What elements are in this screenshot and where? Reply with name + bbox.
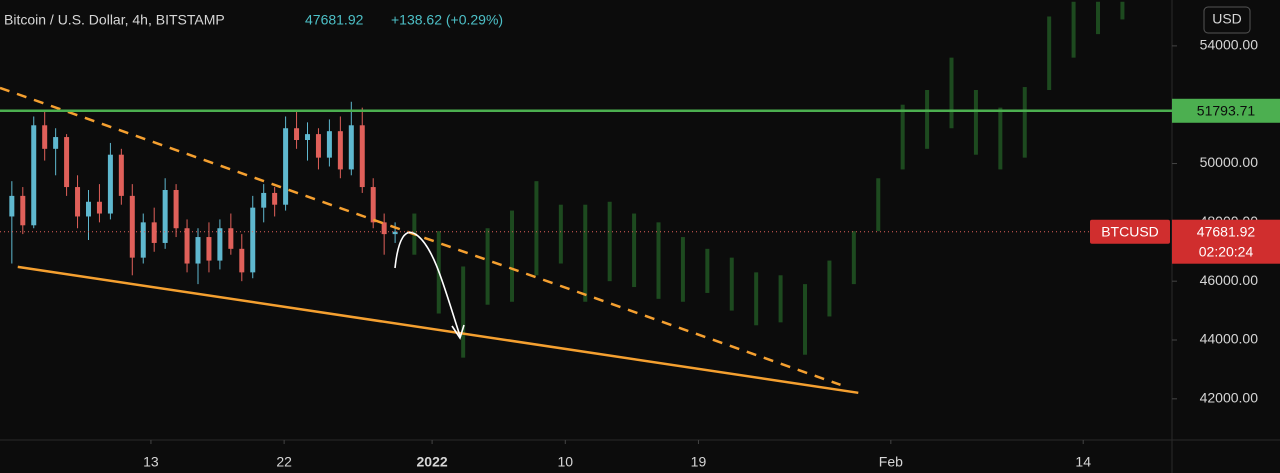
- candle-body: [75, 187, 81, 217]
- candle-body: [239, 248, 245, 273]
- projection-bar: [754, 272, 759, 326]
- candle-body: [184, 228, 190, 264]
- currency-button[interactable]: [1203, 6, 1251, 34]
- x-tick-label: 14: [1075, 454, 1091, 470]
- projection-bar: [778, 275, 783, 323]
- candle-body: [359, 125, 365, 188]
- projection-bar: [900, 104, 905, 170]
- candle-body: [326, 131, 332, 158]
- projection-bar: [973, 90, 978, 155]
- x-tick-label: 2022: [417, 454, 448, 470]
- projection-bar: [485, 228, 490, 305]
- projection-bar: [1022, 87, 1027, 158]
- candle-body: [261, 192, 267, 208]
- projection-bar: [876, 178, 881, 232]
- candle-body: [294, 128, 300, 140]
- candle-body: [64, 137, 70, 188]
- candle-body: [337, 131, 343, 170]
- projection-bar: [949, 57, 954, 129]
- chart-title: Bitcoin / U.S. Dollar, 4h, BITSTAMP: [4, 12, 225, 28]
- candle-body: [272, 192, 278, 205]
- candle-body: [195, 237, 201, 264]
- projection-arrow: [394, 231, 461, 337]
- x-tick-label: 13: [143, 454, 159, 470]
- projection-bar: [461, 266, 466, 358]
- projection-bar: [1071, 1, 1076, 58]
- projection-bar: [607, 201, 612, 282]
- projection-bar: [851, 231, 856, 285]
- x-tick-label: Feb: [879, 454, 903, 470]
- candle-body: [140, 222, 146, 258]
- plot-area: [0, 1, 1125, 395]
- candle-body: [315, 134, 321, 158]
- candle-body: [348, 125, 354, 170]
- candle-body: [107, 154, 113, 214]
- candle-body: [370, 187, 376, 223]
- projection-bar: [925, 90, 930, 149]
- projection-bar: [534, 181, 539, 276]
- projection-bar: [1120, 1, 1125, 20]
- candle-body: [151, 222, 157, 243]
- price-label-box: [1172, 219, 1280, 264]
- y-tick-label: 42000.00: [1200, 390, 1259, 406]
- level-label-box: [1172, 98, 1280, 123]
- candle-body: [162, 190, 168, 243]
- candle-body: [9, 195, 15, 217]
- candle-body: [283, 128, 289, 205]
- candle-body: [173, 190, 179, 229]
- trendline: [0, 86, 841, 387]
- x-tick-label: 22: [276, 454, 292, 470]
- projection-bar: [827, 260, 832, 317]
- currency[interactable]: USD: [1212, 11, 1242, 27]
- trendline: [17, 265, 859, 395]
- candle-body: [381, 222, 387, 235]
- y-tick-label: 46000.00: [1200, 272, 1259, 288]
- level-label: 51793.71: [1197, 102, 1256, 118]
- projection-bar: [680, 237, 685, 302]
- candle-body: [206, 237, 212, 261]
- price-label: 47681.92: [1197, 223, 1256, 239]
- candle-body: [85, 201, 91, 217]
- candle-body: [20, 195, 26, 226]
- projection-bar: [1047, 16, 1052, 90]
- candle-body: [118, 154, 124, 196]
- candle-body: [53, 137, 59, 149]
- y-tick-label: 54000.00: [1200, 37, 1259, 53]
- symbol-label: BTCUSD: [1101, 223, 1159, 239]
- candle-body: [217, 228, 223, 261]
- y-tick-label: 50000.00: [1200, 154, 1259, 170]
- candle-body: [305, 134, 311, 140]
- projection-bar: [998, 107, 1003, 170]
- y-tick-label: 44000.00: [1200, 331, 1259, 347]
- projection-bar: [510, 210, 515, 302]
- projection-bar: [729, 257, 734, 311]
- projection-bar: [1096, 1, 1101, 35]
- arrow-head: [451, 324, 465, 340]
- candle-body: [228, 228, 234, 249]
- candle-body: [392, 231, 398, 235]
- projection-bar: [632, 213, 637, 288]
- symbol-label-box: [1090, 219, 1170, 244]
- x-tick-label: 10: [557, 454, 573, 470]
- candle-body: [129, 195, 135, 258]
- x-tick-label: 19: [691, 454, 707, 470]
- candle-body: [42, 125, 48, 149]
- candle-body: [96, 201, 102, 214]
- candle-body: [250, 207, 256, 273]
- last-price: 47681.92: [305, 12, 364, 28]
- projection-bar: [656, 222, 661, 299]
- projection-bar: [705, 248, 710, 293]
- projection-bar: [558, 204, 563, 264]
- price-change: +138.62 (+0.29%): [391, 12, 503, 28]
- candle-body: [31, 125, 37, 226]
- countdown: 02:20:24: [1199, 243, 1254, 259]
- projection-bar: [583, 204, 588, 302]
- projection-bar: [803, 284, 808, 355]
